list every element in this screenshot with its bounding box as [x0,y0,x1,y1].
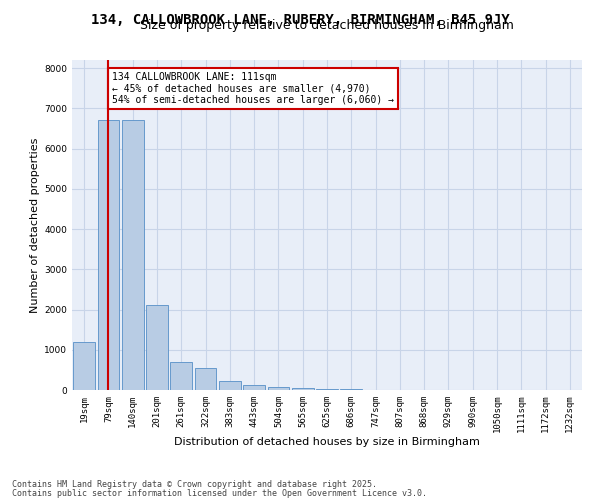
Bar [170,362,192,390]
Text: 134 CALLOWBROOK LANE: 111sqm
← 45% of detached houses are smaller (4,970)
54% of: 134 CALLOWBROOK LANE: 111sqm ← 45% of de… [112,72,394,106]
Text: Contains public sector information licensed under the Open Government Licence v3: Contains public sector information licen… [12,488,427,498]
X-axis label: Distribution of detached houses by size in Birmingham: Distribution of detached houses by size … [174,436,480,446]
Bar [243,385,265,390]
Title: Size of property relative to detached houses in Birmingham: Size of property relative to detached ho… [140,20,514,32]
Bar [316,389,338,390]
Bar [292,388,314,390]
Text: 134, CALLOWBROOK LANE, RUBERY, BIRMINGHAM, B45 9JY: 134, CALLOWBROOK LANE, RUBERY, BIRMINGHA… [91,12,509,26]
Bar [97,120,119,390]
Y-axis label: Number of detached properties: Number of detached properties [30,138,40,312]
Bar [122,120,143,390]
Bar [194,368,217,390]
Bar [219,381,241,390]
Bar [73,342,95,390]
Bar [146,306,168,390]
Text: Contains HM Land Registry data © Crown copyright and database right 2025.: Contains HM Land Registry data © Crown c… [12,480,377,489]
Bar [268,387,289,390]
